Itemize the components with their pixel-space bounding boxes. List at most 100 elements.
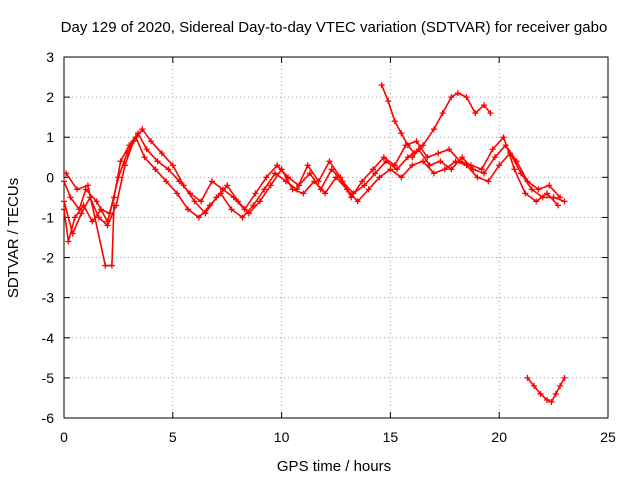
data-point: [111, 202, 118, 209]
x-axis-label: GPS time / hours: [277, 458, 391, 475]
data-point: [420, 142, 427, 149]
data-point: [448, 94, 455, 101]
data-point: [430, 126, 437, 133]
data-point: [65, 238, 72, 245]
data-point: [169, 162, 176, 169]
data-point: [315, 178, 322, 185]
data-point: [361, 182, 368, 189]
data-point: [267, 182, 274, 189]
data-point: [365, 186, 372, 193]
data-point: [448, 166, 455, 173]
data-point: [446, 146, 453, 153]
data-point: [487, 110, 494, 117]
data-point: [561, 374, 568, 381]
data-point: [117, 158, 124, 165]
data-point: [152, 166, 159, 173]
data-point: [474, 174, 481, 181]
chart-grid: [64, 57, 608, 418]
data-point: [102, 262, 109, 269]
data-point: [71, 214, 78, 221]
data-point: [511, 166, 518, 173]
data-point: [261, 186, 268, 193]
data-point: [437, 158, 444, 165]
data-point: [557, 382, 564, 389]
data-point: [252, 190, 259, 197]
data-point: [359, 178, 366, 185]
series-line: [65, 172, 115, 267]
data-point: [61, 178, 67, 185]
data-point: [372, 170, 379, 177]
data-point: [300, 190, 307, 197]
data-point: [380, 154, 387, 161]
data-point: [533, 198, 540, 205]
data-point: [420, 158, 427, 165]
series-line: [63, 132, 561, 223]
data-point: [198, 198, 205, 205]
data-point: [435, 150, 442, 157]
data-point: [409, 162, 416, 169]
y-tick-label: 0: [46, 169, 54, 185]
data-point: [326, 158, 333, 165]
data-point: [158, 150, 165, 157]
data-point: [544, 190, 551, 197]
data-point: [552, 390, 559, 397]
x-tick-label: 10: [274, 429, 290, 445]
data-point: [489, 146, 496, 153]
data-point: [369, 166, 376, 173]
y-tick-label: -2: [42, 250, 55, 266]
data-point: [322, 190, 329, 197]
y-tick-label: 2: [46, 89, 54, 105]
y-axis-label: SDTVAR / TECUs: [5, 178, 22, 298]
y-tick-label: -6: [42, 410, 55, 426]
data-point: [424, 154, 431, 161]
data-point: [108, 262, 115, 269]
y-tick-label: -5: [42, 370, 55, 386]
series-sat-g: [524, 374, 568, 405]
data-point: [132, 134, 139, 141]
series-line: [63, 136, 559, 243]
data-point: [163, 178, 170, 185]
data-point: [430, 170, 437, 177]
y-tick-label: 3: [46, 49, 54, 65]
data-point: [306, 170, 313, 177]
data-point: [250, 202, 257, 209]
data-point: [459, 154, 466, 161]
series-line: [526, 377, 566, 403]
data-point: [106, 210, 113, 217]
data-point: [409, 154, 416, 161]
data-point: [561, 198, 568, 205]
data-point: [67, 194, 74, 201]
data-point: [548, 398, 555, 405]
data-point: [554, 202, 561, 209]
data-point: [272, 170, 279, 177]
x-tick-label: 20: [491, 429, 507, 445]
data-point: [500, 134, 507, 141]
data-point: [274, 162, 281, 169]
data-point: [496, 162, 503, 169]
data-point: [376, 174, 383, 181]
series-sat-d: [63, 170, 118, 269]
data-point: [439, 110, 446, 117]
data-point: [517, 170, 524, 177]
data-point: [531, 382, 538, 389]
data-point: [528, 186, 535, 193]
data-point: [467, 162, 474, 169]
y-tick-label: -1: [42, 209, 55, 225]
data-point: [537, 390, 544, 397]
data-point: [104, 222, 111, 229]
data-point: [385, 98, 392, 105]
data-point: [480, 102, 487, 109]
data-point: [454, 90, 461, 97]
data-point: [206, 202, 213, 209]
data-point: [256, 198, 263, 205]
data-point: [82, 186, 89, 193]
data-point: [387, 166, 394, 173]
y-tick-label: -3: [42, 290, 55, 306]
data-point: [337, 174, 344, 181]
data-point: [224, 182, 231, 189]
data-point: [404, 142, 411, 149]
data-point: [139, 126, 146, 133]
data-point: [328, 166, 335, 173]
data-point: [78, 210, 85, 217]
